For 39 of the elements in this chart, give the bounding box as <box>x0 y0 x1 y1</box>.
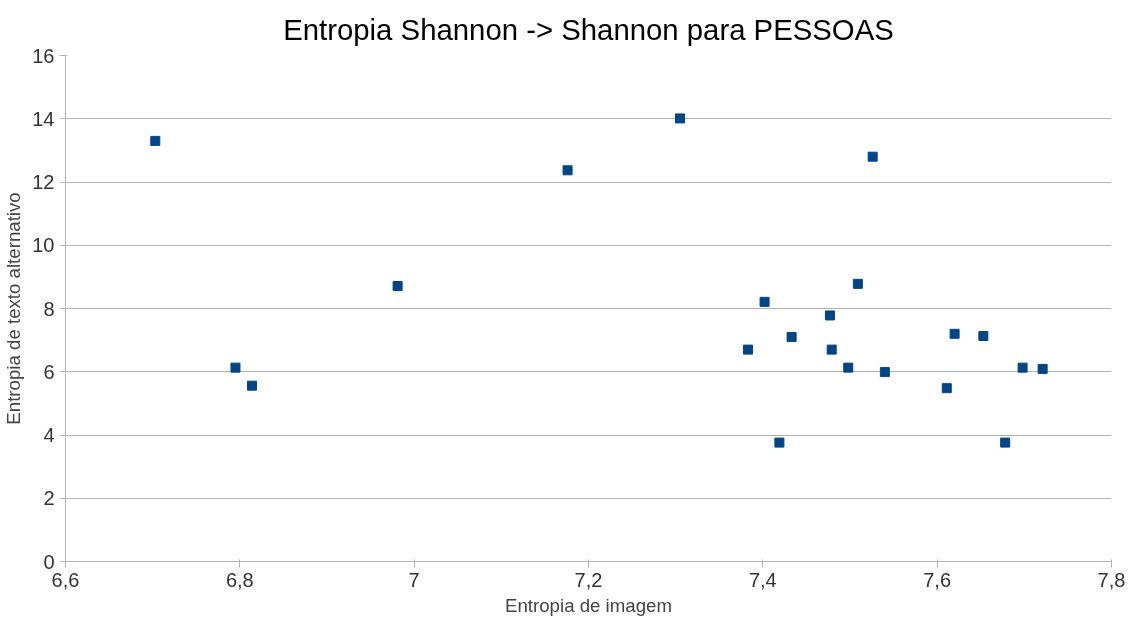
x-tick-label: 7,4 <box>748 568 777 591</box>
point <box>879 367 890 378</box>
x-tick-label: 6,8 <box>225 568 254 591</box>
y-tick-label: 14 <box>32 107 55 130</box>
point <box>867 151 878 162</box>
chart-title: Entropia Shannon -> Shannon para PESSOAS <box>283 12 894 46</box>
x-axis-title: Entropia de imagem <box>505 594 672 616</box>
y-tick-label: 6 <box>43 360 55 383</box>
point <box>562 165 573 176</box>
point <box>1017 362 1028 373</box>
point <box>230 362 241 373</box>
x-tick-label: 7 <box>408 568 420 591</box>
point <box>843 362 854 373</box>
point <box>978 331 989 342</box>
y-tick-label: 8 <box>43 297 55 320</box>
x-tick-label: 7,8 <box>1097 568 1126 591</box>
point <box>759 296 770 307</box>
point <box>824 310 835 321</box>
y-tick-label: 2 <box>43 487 55 510</box>
point <box>1000 437 1011 448</box>
y-tick-label: 12 <box>32 171 55 193</box>
point <box>826 344 837 355</box>
point <box>675 113 686 124</box>
point <box>852 278 863 289</box>
point <box>150 135 161 146</box>
point <box>786 331 797 342</box>
point <box>743 344 754 355</box>
point <box>949 328 960 339</box>
point <box>392 281 403 292</box>
point <box>247 380 258 391</box>
y-tick-label: 10 <box>32 234 55 257</box>
point <box>774 437 785 448</box>
x-tick-label: 7,2 <box>574 568 603 591</box>
y-tick-label: 4 <box>43 424 55 446</box>
x-tick-label: 7,6 <box>923 568 952 591</box>
point <box>941 383 952 394</box>
point <box>1037 363 1048 374</box>
y-tick-label: 16 <box>32 44 55 67</box>
y-axis-title: Entropia de texto alternativo <box>3 192 25 425</box>
